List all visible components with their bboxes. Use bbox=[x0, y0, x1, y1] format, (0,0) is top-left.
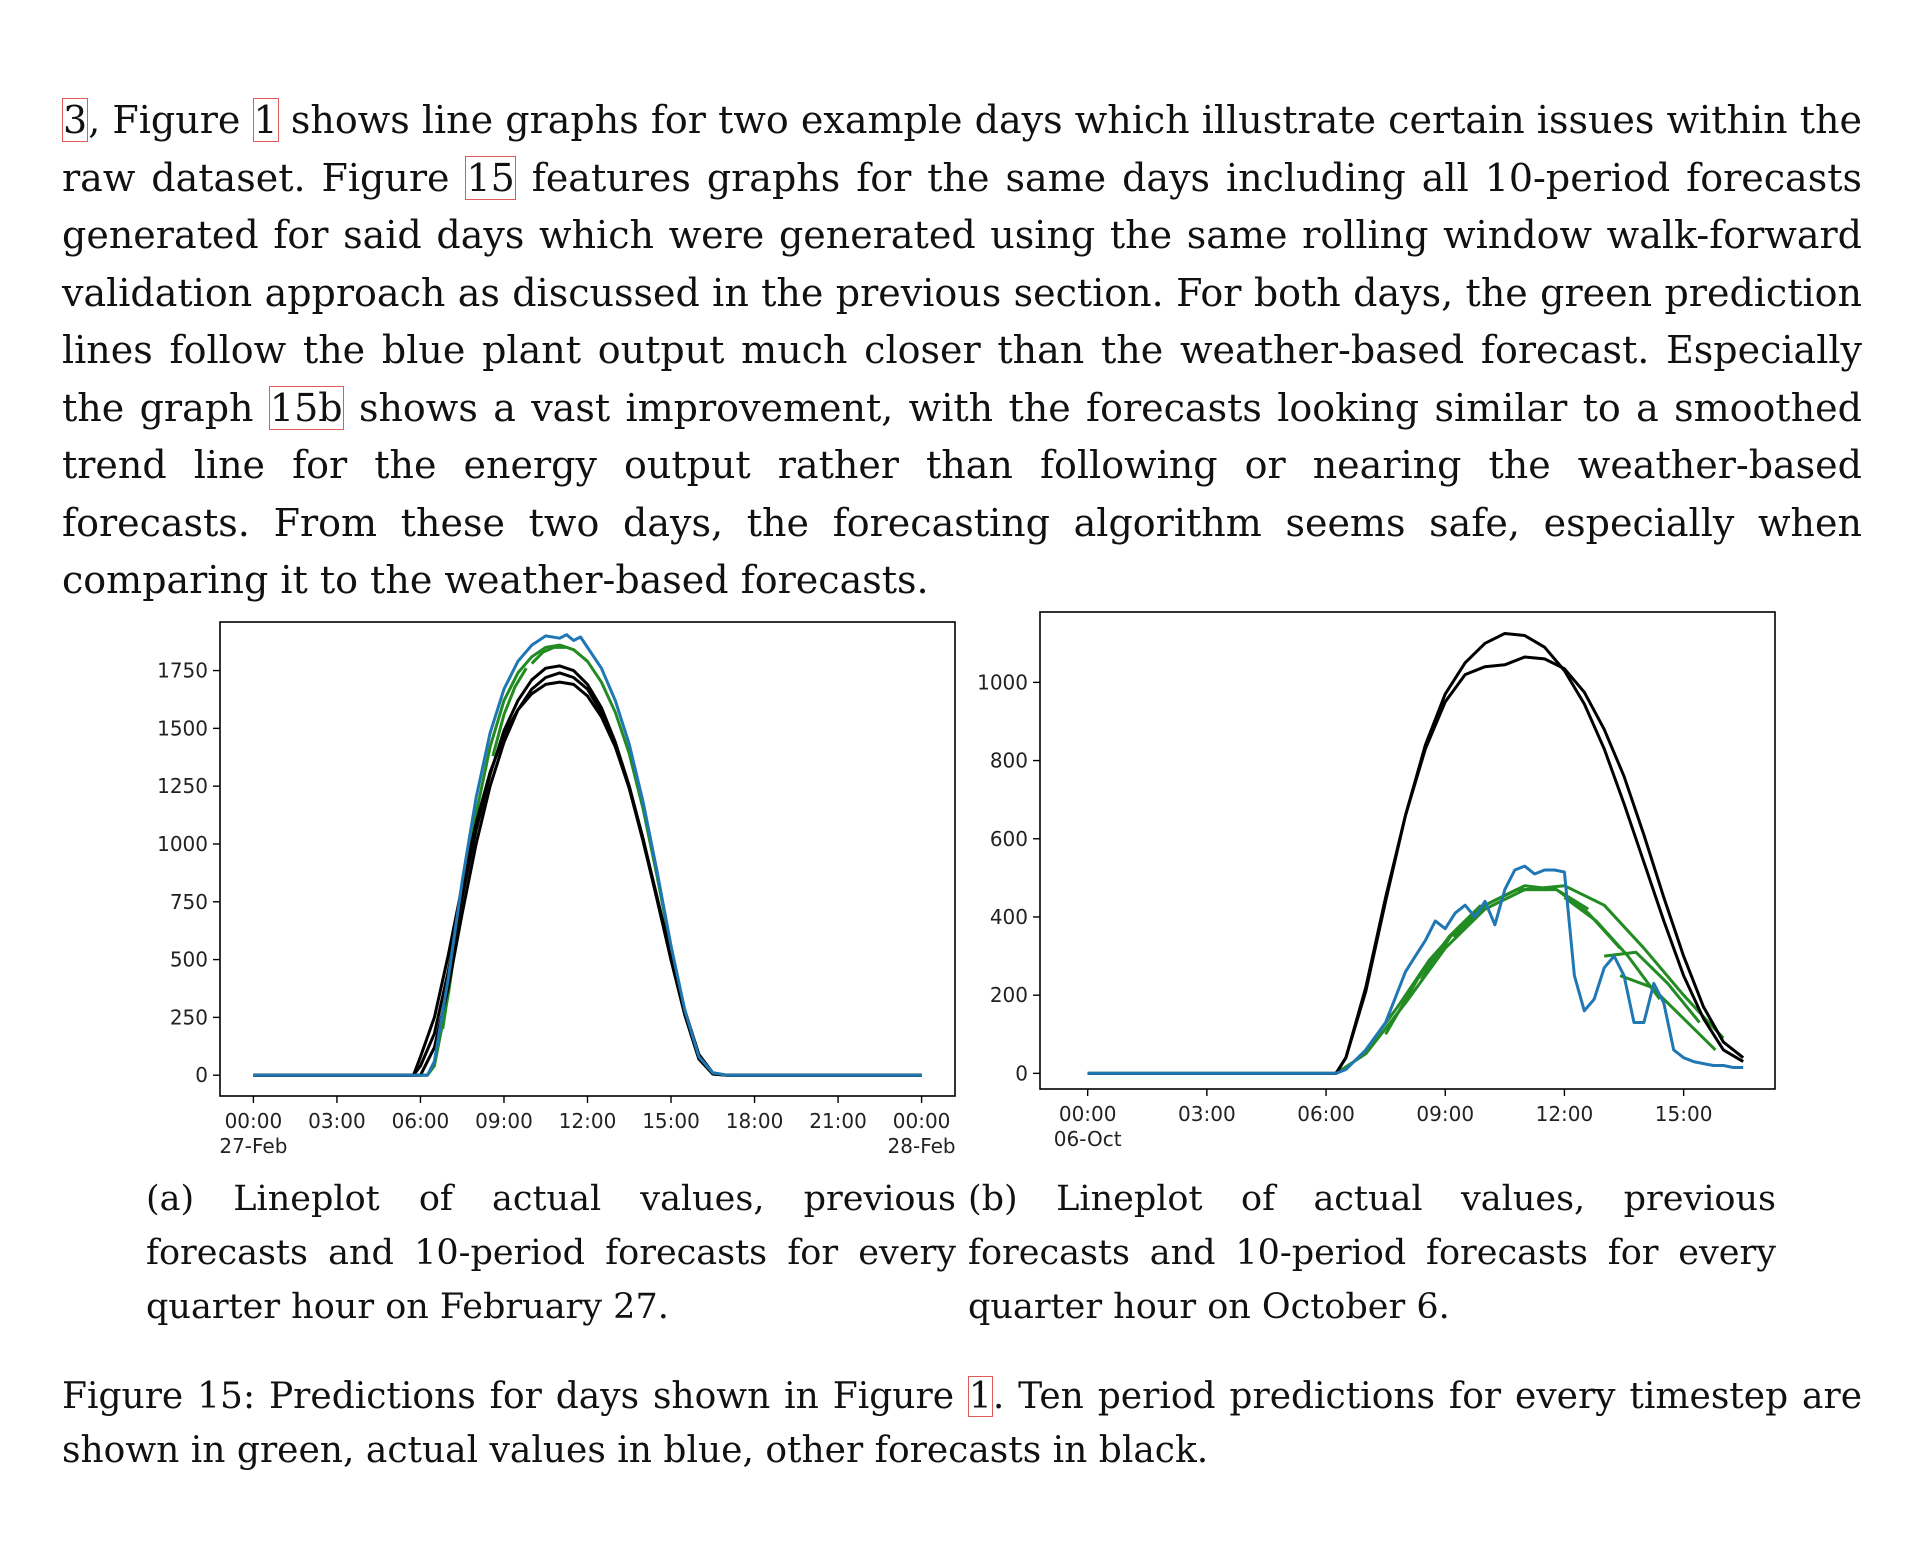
figure-ref-link[interactable]: 1 bbox=[967, 1376, 993, 1417]
x-tick-label: 15:00 bbox=[1655, 1102, 1713, 1126]
prediction-line-11 bbox=[1604, 950, 1701, 1024]
x-tick-label: 15:00 bbox=[642, 1109, 700, 1133]
forecast-line-2 bbox=[253, 671, 922, 1077]
subcaption-a: (a) Lineplot of actual values, previous … bbox=[146, 1179, 956, 1327]
x-tick-date-label: 27-Feb bbox=[219, 1134, 287, 1158]
chart-february-27: 0250500750100012501500175000:0027-Feb03:… bbox=[157, 621, 956, 1158]
prediction-line-5 bbox=[441, 797, 489, 1030]
subcaption-b: (b) Lineplot of actual values, previous … bbox=[968, 1179, 1776, 1327]
x-tick-label: 06:00 bbox=[1297, 1102, 1355, 1126]
y-tick-label: 1250 bbox=[157, 774, 208, 798]
x-tick-date-label: 28-Feb bbox=[888, 1134, 956, 1158]
paragraph-text: shows line graphs for two example days w… bbox=[62, 98, 1862, 200]
y-tick-label: 800 bbox=[990, 749, 1028, 773]
x-tick-label: 12:00 bbox=[559, 1109, 617, 1133]
x-tick-label: 00:00 bbox=[1059, 1102, 1117, 1126]
x-tick-label: 03:00 bbox=[308, 1109, 366, 1133]
paragraph-text: features graphs for the same days includ… bbox=[62, 155, 1862, 430]
y-tick-label: 1500 bbox=[157, 716, 208, 740]
figure-ref-link[interactable]: 15 bbox=[465, 155, 516, 200]
x-tick-label: 06:00 bbox=[392, 1109, 450, 1133]
paragraph-text: , Figure bbox=[88, 98, 253, 142]
prediction-line-7 bbox=[530, 645, 566, 665]
x-tick-label: 09:00 bbox=[475, 1109, 533, 1133]
y-tick-label: 1000 bbox=[157, 832, 208, 856]
subfigure-ref-link[interactable]: 15b bbox=[268, 385, 344, 430]
forecast-line-1 bbox=[1087, 632, 1744, 1075]
prediction-line-8 bbox=[1492, 884, 1590, 911]
plot-frame bbox=[1039, 611, 1776, 1090]
y-tick-label: 250 bbox=[170, 1005, 208, 1029]
actual-line-2 bbox=[1087, 864, 1744, 1075]
x-tick-label: 18:00 bbox=[726, 1109, 784, 1133]
prediction-line-12 bbox=[1619, 974, 1717, 1051]
plot-frame bbox=[219, 621, 956, 1097]
prediction-line-6 bbox=[491, 667, 528, 757]
y-tick-label: 400 bbox=[990, 905, 1028, 929]
y-tick-label: 0 bbox=[195, 1063, 208, 1087]
forecast-line-0 bbox=[253, 680, 922, 1077]
y-tick-label: 200 bbox=[990, 983, 1028, 1007]
paragraph-text: shows a vast improvement, with the forec… bbox=[62, 385, 1862, 603]
y-tick-label: 0 bbox=[1015, 1061, 1028, 1085]
x-tick-label: 00:00 bbox=[225, 1109, 283, 1133]
y-tick-label: 1750 bbox=[157, 659, 208, 683]
actual-line-3 bbox=[253, 633, 922, 1077]
y-tick-label: 500 bbox=[170, 948, 208, 972]
figure-caption-text: . Ten period predictions for every times… bbox=[62, 1376, 1862, 1471]
x-tick-label: 12:00 bbox=[1536, 1102, 1594, 1126]
figure-caption: Figure 15: Predictions for days shown in… bbox=[62, 1370, 1862, 1478]
figure-ref-link[interactable]: 1 bbox=[252, 98, 279, 142]
y-tick-label: 600 bbox=[990, 827, 1028, 851]
x-tick-label: 00:00 bbox=[893, 1109, 951, 1133]
x-tick-date-label: 06-Oct bbox=[1054, 1127, 1122, 1151]
x-tick-label: 21:00 bbox=[809, 1109, 867, 1133]
prediction-line-4 bbox=[253, 643, 922, 1077]
body-paragraph: 3, Figure 1 shows line graphs for two ex… bbox=[62, 92, 1862, 610]
x-tick-label: 03:00 bbox=[1178, 1102, 1236, 1126]
figure-caption-text: Figure 15: Predictions for days shown in… bbox=[62, 1376, 968, 1417]
section-ref[interactable]: 3 bbox=[62, 98, 89, 142]
x-tick-label: 09:00 bbox=[1416, 1102, 1474, 1126]
prediction-line-10 bbox=[1563, 896, 1662, 1000]
y-tick-label: 1000 bbox=[977, 670, 1028, 694]
y-tick-label: 750 bbox=[170, 890, 208, 914]
forecast-line-1 bbox=[253, 664, 922, 1077]
